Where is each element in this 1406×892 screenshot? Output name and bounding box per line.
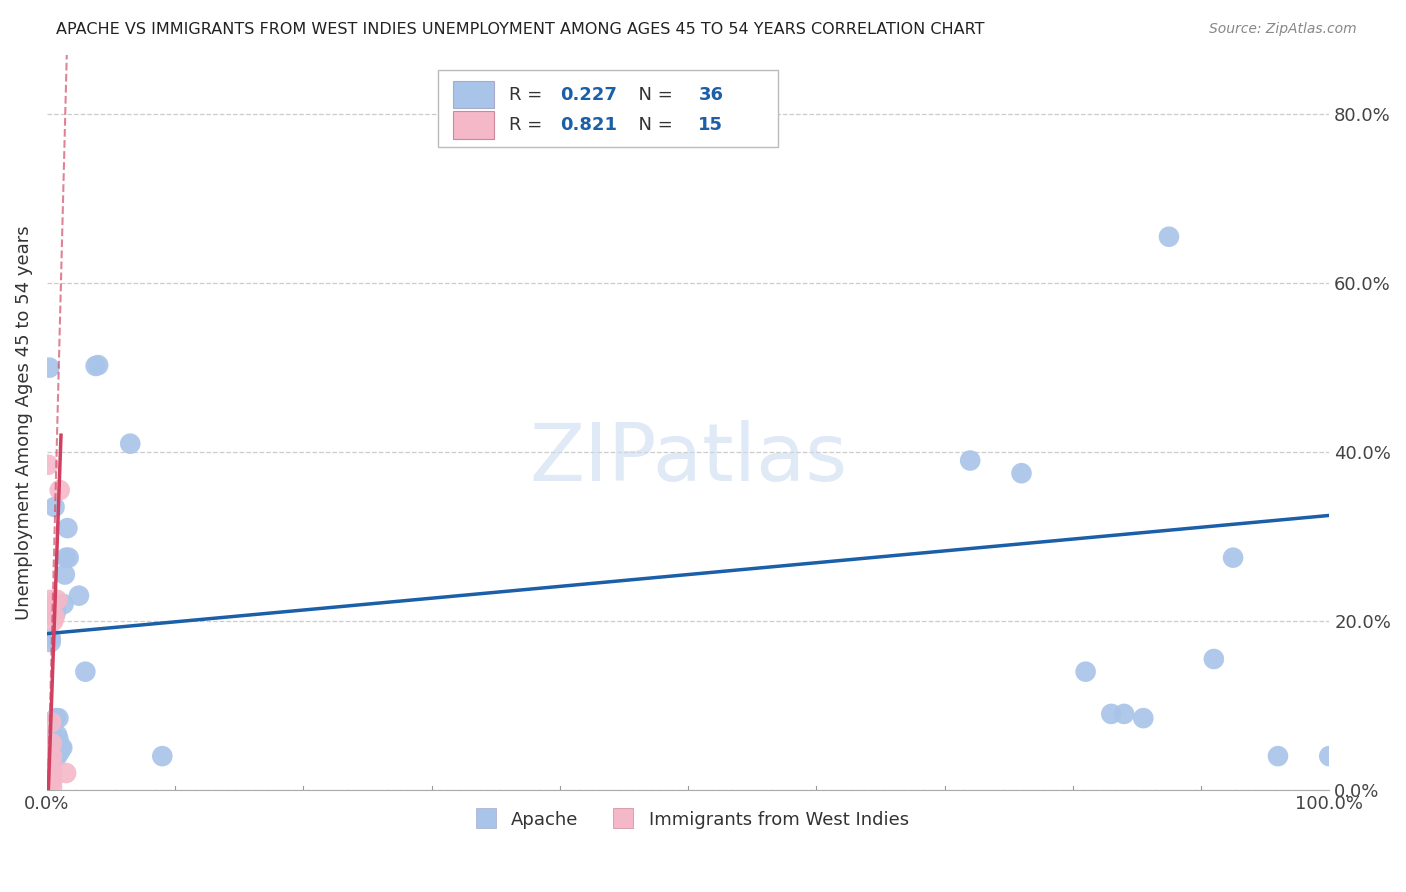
Point [39,631,62,645]
Point [1317,749,1340,764]
Point [39,597,62,611]
Point [38,593,60,607]
Point [55,550,77,565]
Text: N =: N = [627,116,678,135]
Point [120,436,142,450]
Text: Source: ZipAtlas.com: Source: ZipAtlas.com [1209,22,1357,37]
Point [1132,711,1154,725]
Point [75,665,97,679]
Point [41,715,63,730]
Point [959,453,981,467]
Point [46,593,69,607]
Point [67,589,90,603]
Text: APACHE VS IMMIGRANTS FROM WEST INDIES UNEMPLOYMENT AMONG AGES 45 TO 54 YEARS COR: APACHE VS IMMIGRANTS FROM WEST INDIES UN… [56,22,984,37]
Point [58,550,80,565]
Point [48,745,70,759]
Point [41,757,63,772]
Point [45,601,67,615]
Point [39,635,62,649]
Point [1222,550,1244,565]
Point [41,774,63,789]
Point [38,360,60,375]
Point [46,728,69,742]
Point [84,359,107,373]
Point [37,458,59,472]
Point [41,749,63,764]
Text: ZIPatlas: ZIPatlas [529,420,848,499]
Point [1202,652,1225,666]
Point [48,711,70,725]
Point [48,483,70,497]
Point [48,740,70,755]
Point [1267,749,1289,764]
Point [42,614,65,628]
Text: R =: R = [509,86,547,103]
Point [48,732,70,747]
Text: R =: R = [509,116,547,135]
FancyBboxPatch shape [453,80,495,109]
Point [44,609,66,624]
Point [49,740,72,755]
Point [44,500,66,514]
Point [45,606,67,620]
Point [150,749,173,764]
Point [1112,706,1135,721]
Text: N =: N = [627,86,678,103]
Point [41,780,63,795]
Point [1011,466,1033,480]
Point [87,358,110,372]
Point [1074,665,1097,679]
Text: 0.821: 0.821 [560,116,617,135]
Point [56,521,79,535]
Point [53,567,76,582]
Point [1099,706,1122,721]
Point [52,597,75,611]
Text: 15: 15 [699,116,723,135]
Point [41,736,63,750]
FancyBboxPatch shape [453,112,495,139]
Legend: Apache, Immigrants from West Indies: Apache, Immigrants from West Indies [460,804,915,836]
FancyBboxPatch shape [439,70,778,147]
Point [45,711,67,725]
Point [1157,229,1180,244]
Text: 36: 36 [699,86,723,103]
Point [45,732,67,747]
Point [51,740,73,755]
Point [46,749,69,764]
Y-axis label: Unemployment Among Ages 45 to 54 years: Unemployment Among Ages 45 to 54 years [15,225,32,620]
Text: 0.227: 0.227 [560,86,617,103]
Point [41,766,63,780]
Point [55,766,77,780]
